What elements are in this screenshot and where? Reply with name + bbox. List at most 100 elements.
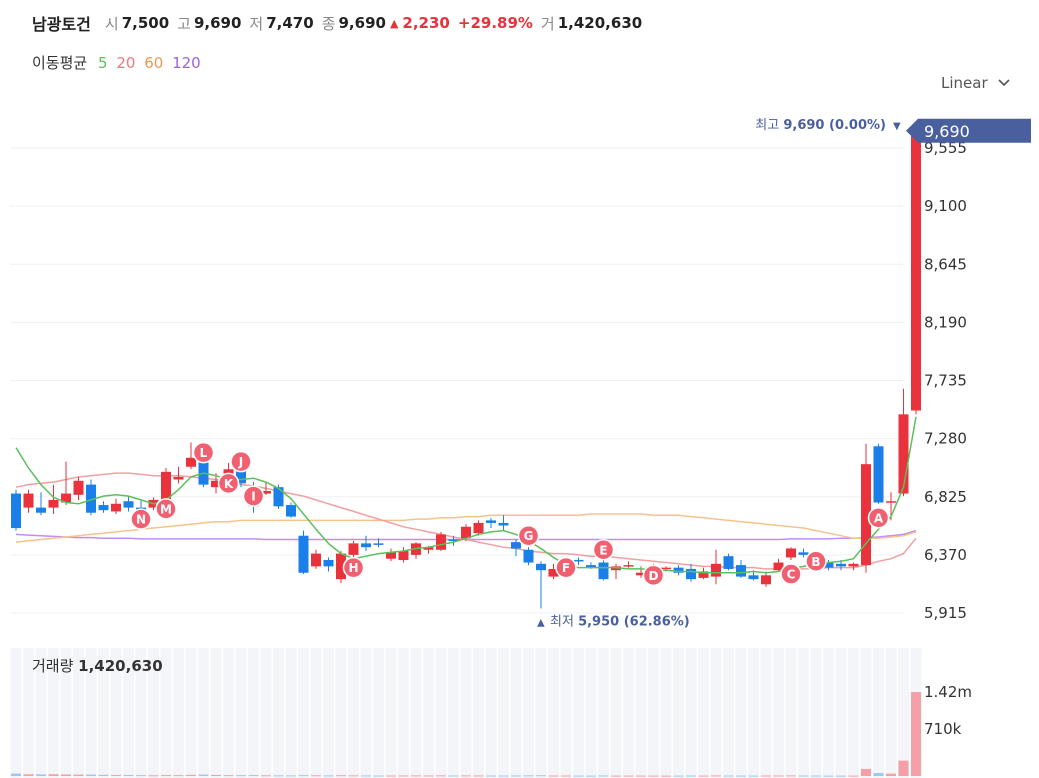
volume-column-bg [273,648,284,778]
current-price-badge [906,118,1031,143]
volume-column-bg [423,648,434,778]
volume-column-bg [185,648,197,778]
volume-bar [523,775,534,777]
volume-column-bg [585,648,597,778]
open-value: 7,500 [121,14,170,32]
volume-bar [786,775,796,777]
volume-bar [298,775,309,777]
volume-bar [536,775,546,777]
candle-body [636,572,646,576]
low-value: 7,470 [266,14,314,32]
candle-body [23,493,34,508]
volume-bar [198,774,209,776]
candle-body [423,547,434,550]
candle-body [573,559,584,562]
volume-column-bg [835,648,847,778]
chevron-down-icon [998,76,1010,90]
candle-body [698,571,709,578]
volume-bar [161,775,171,777]
ma60-line [15,513,917,543]
volume-column-bg [360,648,372,778]
volume-column-bg [810,648,822,778]
volume-column-bg [660,648,672,778]
candle-body [873,446,884,503]
event-marker-label: K [224,477,234,491]
volume-bar [373,775,384,777]
scale-mode-label: Linear [941,74,988,92]
volume-bar [36,774,46,776]
candle-body [523,549,534,563]
volume-bar [836,775,846,777]
candle-body [673,567,684,573]
stock-name: 남광토건 [32,15,91,34]
candle-body [536,563,546,571]
event-marker-label: C [787,568,796,582]
volume-bar [386,775,396,777]
volume-bar [211,774,221,776]
volume-column-bg [673,648,684,778]
candle-body [461,526,471,539]
candle-body [286,505,296,517]
candle-body [261,491,271,494]
ma5-label[interactable]: 5 [97,54,108,72]
current-price-label: 9,690 [924,122,970,141]
volume-bar [548,775,559,777]
volume-column-bg [35,648,47,778]
high-down-arrow-icon: ▼ [893,121,901,132]
volume-column-bg [448,648,459,778]
candle-body [323,559,334,567]
volume-bar [361,775,371,777]
volume-column-bg [10,648,22,778]
candle-body [773,562,784,571]
volume-bar [823,775,834,777]
volume-label: 거 [540,14,555,33]
ma60-label[interactable]: 60 [144,54,164,72]
scale-dropdown[interactable]: Linear [941,74,1010,92]
event-marker [242,485,265,507]
volume-bar [61,774,71,776]
volume-bar [423,775,434,777]
volume-bar [848,775,859,777]
volume-column-bg [123,648,134,778]
candle-body [586,565,596,568]
candle-body [86,484,96,513]
ma20-label[interactable]: 20 [116,54,136,72]
event-marker [642,564,665,587]
event-marker-label: A [874,511,884,525]
volume-column-bg [435,648,447,778]
volume-bar [248,775,259,777]
candle-body [123,501,134,508]
volume-column-bg [635,648,647,778]
volume-column-bg [760,648,772,778]
volume-bar [573,775,584,777]
candle-body [398,551,409,560]
volume-column-bg [473,648,484,778]
volume-bar [486,775,496,777]
candle-body [736,565,746,577]
ma120-label[interactable]: 120 [172,54,201,72]
y-tick-label: 7,280 [924,430,967,448]
open-label: 시 [104,14,119,33]
volume-column-bg [210,648,222,778]
volume-bar [698,775,709,777]
event-marker [192,441,215,464]
event-marker-label: F [562,561,570,575]
candle-body [448,539,459,542]
event-marker [130,508,152,530]
volume-bar [411,775,421,777]
volume-column-bg [248,648,259,778]
event-marker-label: M [160,502,172,516]
candle-body [348,543,359,555]
volume-tick-label: 710k [924,720,962,738]
candle-body [211,480,221,488]
volume-column-bg [98,648,109,778]
candle-body [386,552,396,559]
volume-bar [611,775,621,777]
event-marker [592,539,615,561]
volume-column-bg [798,648,809,778]
event-marker-label: J [238,455,243,469]
candle-body [186,457,196,467]
event-marker [517,524,540,547]
event-marker [217,472,240,495]
